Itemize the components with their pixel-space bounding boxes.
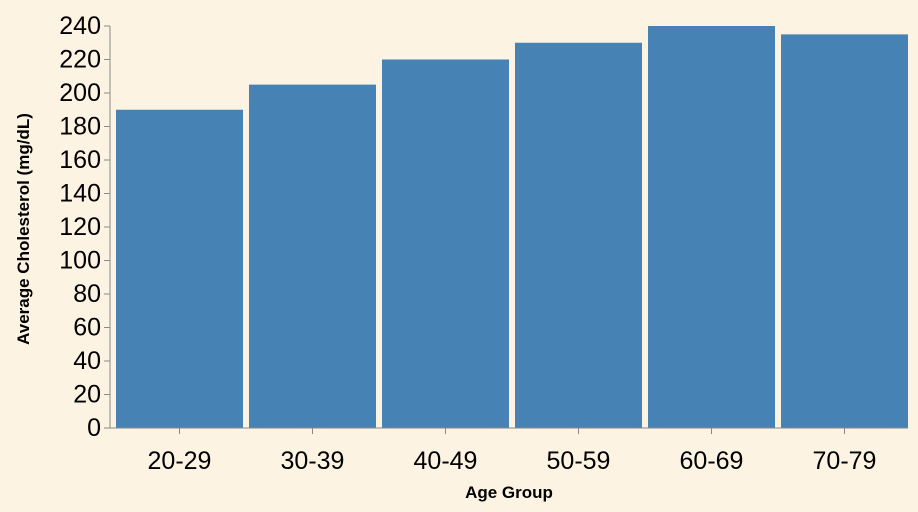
x-axis: 20-29 30-39 40-49 50-59 60-69 70-79 xyxy=(110,427,908,475)
bar-70-79 xyxy=(781,34,908,428)
x-axis-title: Age Group xyxy=(465,483,553,502)
y-tick-label: 200 xyxy=(59,79,101,107)
y-tick-label: 20 xyxy=(73,381,101,409)
x-tick-label: 20-29 xyxy=(148,447,212,475)
y-tick-label: 40 xyxy=(73,347,101,375)
bar-50-59 xyxy=(515,42,642,428)
y-tick-label: 60 xyxy=(73,314,101,342)
bar-20-29 xyxy=(116,109,243,428)
y-tick-label: 0 xyxy=(87,414,101,442)
x-tick-label: 70-79 xyxy=(813,447,877,475)
y-tick-label: 120 xyxy=(59,213,101,241)
bars-group xyxy=(116,26,908,428)
x-tick-label: 30-39 xyxy=(281,447,345,475)
x-tick-label: 60-69 xyxy=(680,447,744,475)
y-tick-label: 80 xyxy=(73,280,101,308)
y-tick-label: 180 xyxy=(59,113,101,141)
y-tick-label: 100 xyxy=(59,247,101,275)
y-tick-label: 220 xyxy=(59,46,101,74)
x-tick-label: 50-59 xyxy=(547,447,611,475)
bar-60-69 xyxy=(648,26,775,428)
y-tick-label: 240 xyxy=(59,12,101,40)
y-tick-label: 140 xyxy=(59,180,101,208)
y-tick-label: 160 xyxy=(59,146,101,174)
bar-30-39 xyxy=(249,84,376,428)
bar-40-49 xyxy=(382,59,509,428)
x-tick-label: 40-49 xyxy=(414,447,478,475)
y-axis-title: Average Cholesterol (mg/dL) xyxy=(14,113,33,345)
y-axis: 0 20 40 60 80 100 120 140 160 180 200 220 240 xyxy=(59,12,111,442)
